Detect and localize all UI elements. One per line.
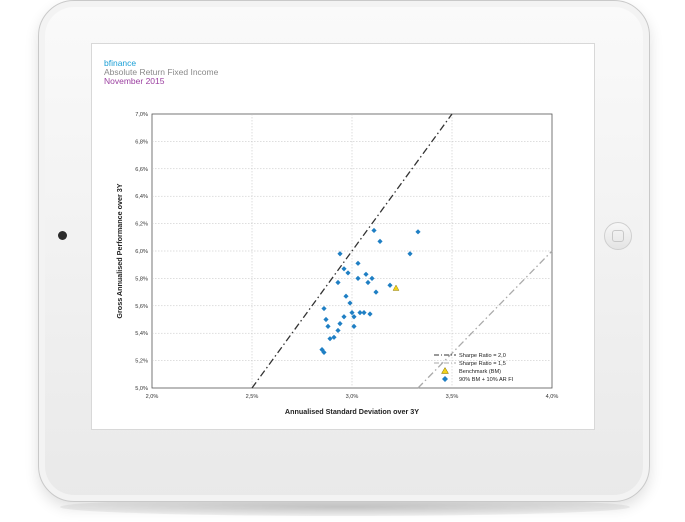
y-tick-label: 6,6%	[135, 167, 148, 173]
x-tick-label: 2,0%	[146, 394, 159, 400]
fund-point	[361, 310, 367, 316]
y-tick-label: 5,2%	[135, 359, 148, 365]
x-tick-label: 3,0%	[346, 394, 359, 400]
tablet-screen: bfinance Absolute Return Fixed Income No…	[91, 43, 595, 430]
fund-point	[365, 279, 371, 286]
fund-point	[371, 227, 377, 234]
fund-point	[341, 314, 347, 320]
y-tick-label: 7,0%	[135, 112, 148, 118]
fund-point	[335, 279, 341, 286]
brand-name: bfinance	[104, 58, 137, 68]
y-tick-label: 6,2%	[135, 222, 148, 228]
y-tick-label: 5,6%	[135, 304, 148, 310]
fund-point	[343, 293, 349, 299]
fund-point	[337, 251, 343, 257]
y-tick-label: 6,0%	[135, 249, 148, 255]
camera-icon	[58, 231, 67, 240]
report-date: November 2015	[104, 76, 165, 86]
legend-label-sharpe-2: Sharpe Ratio = 2,0	[459, 353, 506, 359]
y-axis-label: Gross Annualised Performance over 3Y	[115, 183, 124, 318]
y-tick-label: 5,8%	[135, 276, 148, 282]
fund-point	[387, 282, 393, 288]
y-tick-label: 5,4%	[135, 331, 148, 337]
fund-point	[357, 310, 363, 316]
fund-point	[323, 316, 329, 323]
fund-point	[327, 336, 333, 342]
fund-point	[351, 314, 357, 320]
fund-point	[325, 323, 331, 329]
benchmark-point	[392, 284, 400, 291]
fund-point	[415, 229, 421, 235]
legend-label-benchmark: Benchmark (BM)	[459, 369, 501, 375]
fund-point	[321, 349, 327, 355]
report-subtitle: Absolute Return Fixed Income	[104, 67, 219, 77]
sharpe-ratio-1-5-line	[417, 250, 553, 389]
y-tick-label: 5,0%	[135, 386, 148, 392]
fund-point	[407, 251, 413, 257]
legend-label-funds: 90% BM + 10% AR FI	[459, 377, 514, 383]
fund-point	[341, 266, 347, 272]
tablet-shadow	[60, 498, 630, 516]
fund-point	[367, 311, 373, 317]
fund-point	[331, 334, 337, 340]
y-tick-label: 6,4%	[135, 194, 148, 200]
fund-point	[347, 300, 353, 306]
x-tick-label: 3,5%	[446, 394, 459, 400]
legend-swatch-benchmark	[441, 367, 449, 374]
legend: Sharpe Ratio = 2,0 Sharpe Ratio = 1,5 Be…	[434, 353, 514, 383]
fund-point	[351, 323, 357, 329]
x-axis-label: Annualised Standard Deviation over 3Y	[285, 407, 419, 416]
scatter-chart: 5,0% 5,2% 5,4% 5,6% 5,8% 6,0% 6,2% 6,4% 6,6% 6,8%…	[115, 112, 559, 416]
sharpe-ratio-2-line	[251, 113, 453, 389]
fund-point	[335, 327, 341, 334]
x-tick-label: 4,0%	[546, 394, 559, 400]
fund-point	[349, 310, 355, 316]
x-tick-label: 2,5%	[246, 394, 259, 400]
fund-point	[377, 238, 383, 245]
legend-label-sharpe-1-5: Sharpe Ratio = 1,5	[459, 361, 506, 367]
home-button[interactable]	[604, 222, 632, 250]
fund-point	[321, 305, 327, 312]
y-tick-label: 6,8%	[135, 139, 148, 145]
fund-point	[337, 321, 343, 327]
legend-swatch-funds	[442, 376, 448, 382]
